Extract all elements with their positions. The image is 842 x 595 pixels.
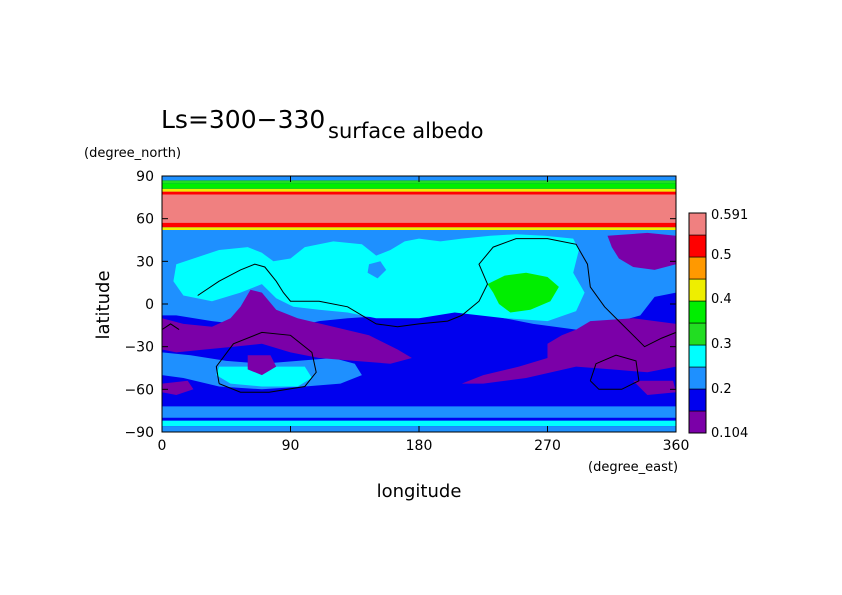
albedo-region-4: [216, 366, 312, 387]
x-tick-label-360: 360: [663, 438, 690, 454]
topography-contour-lines: [162, 238, 676, 393]
albedo-contour-plot: [162, 176, 676, 432]
topography-contour-1: [215, 331, 317, 393]
colorbar-segment-4: [688, 322, 707, 346]
albedo-region-12: [633, 380, 676, 395]
axis-ticks: 0 90 180 270 360 90 60 30 0 −30 −60 −90: [124, 169, 689, 454]
topography-contour-2: [589, 354, 640, 390]
colorbar-segment-5: [688, 300, 707, 324]
albedo-region-9: [607, 232, 676, 270]
albedo-region-13: [162, 191, 676, 226]
albedo-region-14: [162, 222, 676, 228]
y-axis-unit: (degree_north): [84, 146, 181, 161]
colorbar-segment-3: [688, 344, 707, 368]
x-tick-label-180: 180: [406, 438, 433, 454]
colorbar-frame: [688, 212, 707, 434]
topography-contour-0: [197, 238, 676, 348]
albedo-region-1: [162, 406, 676, 418]
chart-title-main: Ls=300−330: [161, 105, 325, 134]
topography-contour-3: [162, 323, 180, 331]
albedo-region-5: [487, 272, 559, 313]
albedo-region-6: [367, 261, 387, 279]
x-tick-label-90: 90: [282, 438, 300, 454]
chart-title-sub: surface albedo: [328, 119, 483, 143]
colorbar-segment-8: [688, 234, 707, 258]
colorbar: [688, 212, 707, 434]
albedo-region-11: [247, 355, 277, 376]
x-tick-label-270: 270: [534, 438, 561, 454]
x-tick-label-0: 0: [158, 438, 167, 454]
albedo-region-15: [162, 191, 676, 195]
y-tick-label-0: 0: [145, 297, 154, 313]
y-tick-label--30: −30: [124, 340, 154, 356]
x-axis-label: longitude: [377, 481, 462, 502]
x-axis-unit: (degree_east): [588, 460, 678, 475]
albedo-region-8: [461, 318, 676, 384]
y-tick-label-60: 60: [136, 212, 154, 228]
colorbar-segment-0: [688, 410, 707, 434]
colorbar-segment-6: [688, 278, 707, 302]
y-tick-label-90: 90: [136, 169, 154, 185]
colorbar-label-04: 0.4: [711, 292, 732, 307]
albedo-region-7: [162, 289, 412, 364]
colorbar-label-0104: 0.104: [711, 426, 748, 441]
colorbar-label-05: 0.5: [711, 248, 732, 263]
albedo-region-18: [162, 183, 676, 189]
colorbar-segment-1: [688, 388, 707, 412]
albedo-region-17: [162, 188, 676, 192]
colorbar-label-03: 0.3: [711, 337, 732, 352]
colorbar-segment-2: [688, 366, 707, 390]
y-tick-label--60: −60: [124, 382, 154, 398]
colorbar-segment-9: [688, 212, 707, 236]
colorbar-label-0591: 0.591: [711, 208, 748, 223]
albedo-region-10: [162, 380, 194, 395]
albedo-region-3: [173, 234, 585, 322]
colorbar-segment-7: [688, 256, 707, 280]
y-axis-label: latitude: [93, 270, 114, 339]
colorbar-label-02: 0.2: [711, 382, 732, 397]
albedo-region-21: [162, 420, 676, 427]
y-tick-label--90: −90: [124, 425, 154, 441]
y-tick-label-30: 30: [136, 254, 154, 270]
albedo-region-16: [162, 227, 676, 230]
